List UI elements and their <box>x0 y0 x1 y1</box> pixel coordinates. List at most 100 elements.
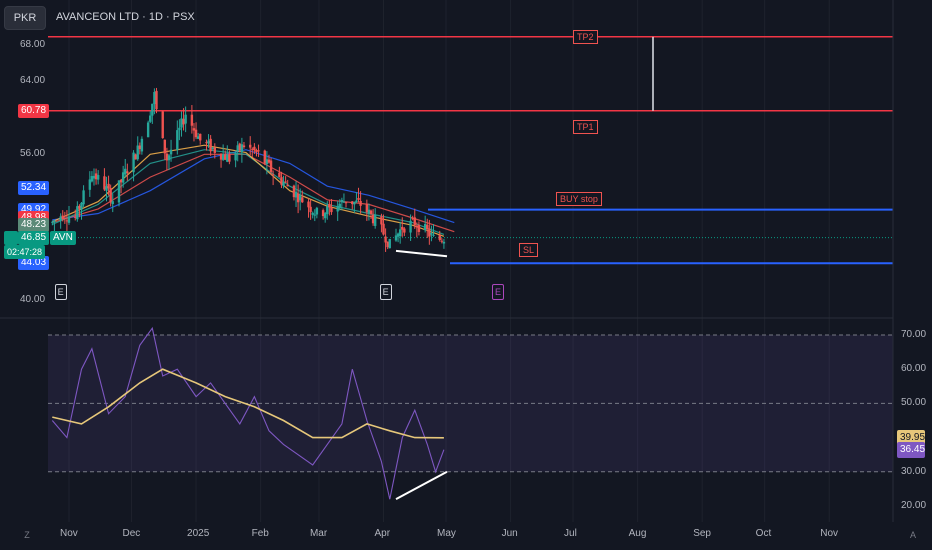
candle-body <box>263 150 266 164</box>
price-tag: 52.34 <box>18 180 50 195</box>
candle-body <box>426 224 429 230</box>
candle-body <box>103 176 106 190</box>
candle-body <box>107 183 110 189</box>
candle-body <box>380 216 383 225</box>
candle-body <box>211 147 214 150</box>
candlesticks <box>51 87 446 252</box>
candle-body <box>315 207 319 215</box>
candle-body <box>224 154 227 160</box>
candle-body <box>409 220 412 233</box>
candle-body <box>161 111 164 139</box>
time-axis-label: 2025 <box>187 528 210 539</box>
candle-body <box>117 180 121 203</box>
candle-body <box>65 220 69 222</box>
candle-body <box>94 173 98 180</box>
candle-body <box>296 193 300 203</box>
candle-body <box>155 90 158 110</box>
earnings-badge-2[interactable]: E <box>379 284 392 300</box>
symbol-short-label: AVN <box>50 230 76 245</box>
candle-body <box>278 172 281 177</box>
candle-body <box>78 205 81 209</box>
rsi-tag: 36.45 <box>897 441 925 458</box>
rsi-tick-label: 20.00 <box>901 500 927 511</box>
candle-body <box>238 143 241 151</box>
candle-body <box>323 213 327 219</box>
candle-body <box>199 133 202 141</box>
candle-body <box>176 130 179 150</box>
candle-body <box>134 154 137 160</box>
candle-body <box>265 159 269 165</box>
time-axis-label: Oct <box>755 528 772 539</box>
time-axis-label: Aug <box>628 528 647 539</box>
candle-body <box>396 233 400 237</box>
candle-body <box>280 177 283 185</box>
rsi-tick-label: 60.00 <box>901 363 927 375</box>
countdown-label: 02:47:28 <box>4 244 46 259</box>
candle-body <box>126 171 129 174</box>
candle-body <box>384 236 387 243</box>
candle-body <box>124 168 127 175</box>
price-tick-label: 68.00 <box>20 39 46 50</box>
candle-body <box>109 188 112 203</box>
earnings-badge-1[interactable]: E <box>54 284 67 300</box>
stop-loss-label: SL <box>519 242 539 257</box>
time-axis-label: Apr <box>374 528 391 539</box>
candle-body <box>76 206 79 220</box>
candle-body <box>105 186 108 191</box>
candle-body <box>51 221 54 223</box>
candle-body <box>411 218 414 220</box>
candle-body <box>367 209 371 215</box>
candle-body <box>111 201 114 205</box>
candle-body <box>430 233 433 235</box>
price-tag: 48.23 <box>18 218 50 233</box>
candle-body <box>351 201 354 205</box>
candle-body <box>207 140 210 144</box>
time-axis-label: Feb <box>251 528 269 539</box>
candle-body <box>92 175 96 179</box>
tp1-label: TP1 <box>573 120 598 135</box>
candle-body <box>213 147 217 153</box>
grid-lines <box>68 0 830 522</box>
candle-body <box>151 103 154 116</box>
candle-body <box>398 229 402 237</box>
price-tick-label: 64.00 <box>20 75 46 87</box>
candle-body <box>194 129 198 138</box>
candle-body <box>442 241 446 244</box>
auto-scale-icon[interactable]: A <box>909 530 916 540</box>
candle-body <box>298 194 302 201</box>
candle-body <box>301 197 304 203</box>
candle-body <box>140 138 144 152</box>
candle-body <box>307 201 310 208</box>
time-axis-label: May <box>437 528 456 539</box>
zoom-icon[interactable]: Z <box>24 530 30 540</box>
candle-body <box>428 228 431 237</box>
rsi-line <box>51 326 445 500</box>
candle-body <box>423 224 427 231</box>
candle-body <box>192 128 196 131</box>
candle-body <box>242 145 246 148</box>
candle-body <box>321 210 325 217</box>
candle-body <box>357 197 360 200</box>
candle-body <box>167 155 171 161</box>
candle-body <box>234 153 237 161</box>
candle-body <box>371 214 375 224</box>
candle-body <box>136 145 139 160</box>
candle-body <box>353 201 356 205</box>
candle-body <box>401 226 404 230</box>
candle-body <box>249 144 252 148</box>
candle-body <box>182 118 185 125</box>
candle-body <box>163 139 167 154</box>
price-drawings <box>48 36 893 501</box>
earnings-badge-3[interactable]: E <box>492 284 505 300</box>
candle-body <box>413 217 416 226</box>
candle-body <box>403 228 406 233</box>
candle-body <box>286 184 289 187</box>
candle-body <box>205 142 208 144</box>
candle-body <box>119 179 123 183</box>
currency-button[interactable]: PKR <box>4 6 46 30</box>
candle-body <box>82 190 85 205</box>
candle-body <box>340 199 344 203</box>
candle-body <box>271 174 275 176</box>
candle-body <box>165 153 169 161</box>
